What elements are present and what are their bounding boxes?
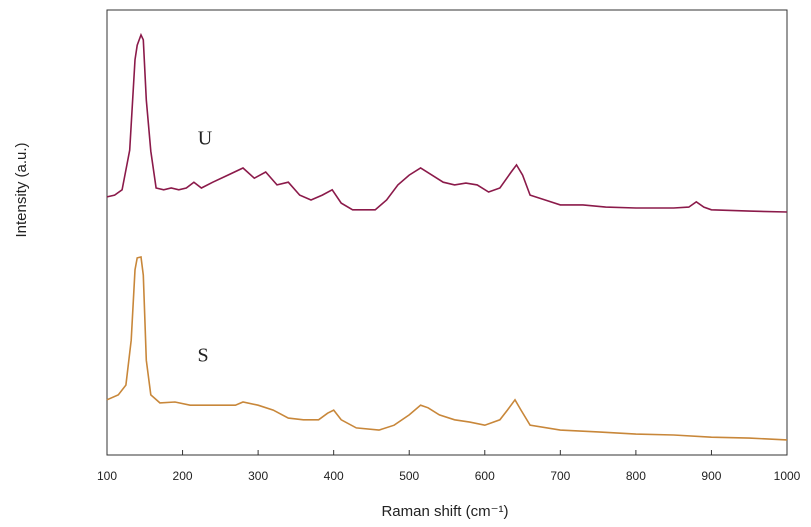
spectrum-line [106, 32, 788, 213]
x-tick-label: 900 [701, 469, 721, 483]
spectrum-line [106, 256, 788, 441]
series-label: S [197, 345, 208, 367]
plot-frame [106, 9, 788, 456]
x-tick-label: 100 [97, 469, 117, 483]
x-tick-label: 500 [399, 469, 419, 483]
x-tick-label: 1000 [774, 469, 801, 483]
x-axis-label: Raman shift (cm⁻¹) [381, 503, 508, 520]
x-tick-label: 400 [324, 469, 344, 483]
x-tick-label: 700 [550, 469, 570, 483]
series-label: U [198, 128, 213, 150]
x-tick-label: 200 [173, 469, 193, 483]
x-tick-label: 300 [248, 469, 268, 483]
y-axis-label: Intensity (a.u.) [13, 142, 30, 237]
x-tick-label: 600 [475, 469, 495, 483]
x-tick-label: 800 [626, 469, 646, 483]
